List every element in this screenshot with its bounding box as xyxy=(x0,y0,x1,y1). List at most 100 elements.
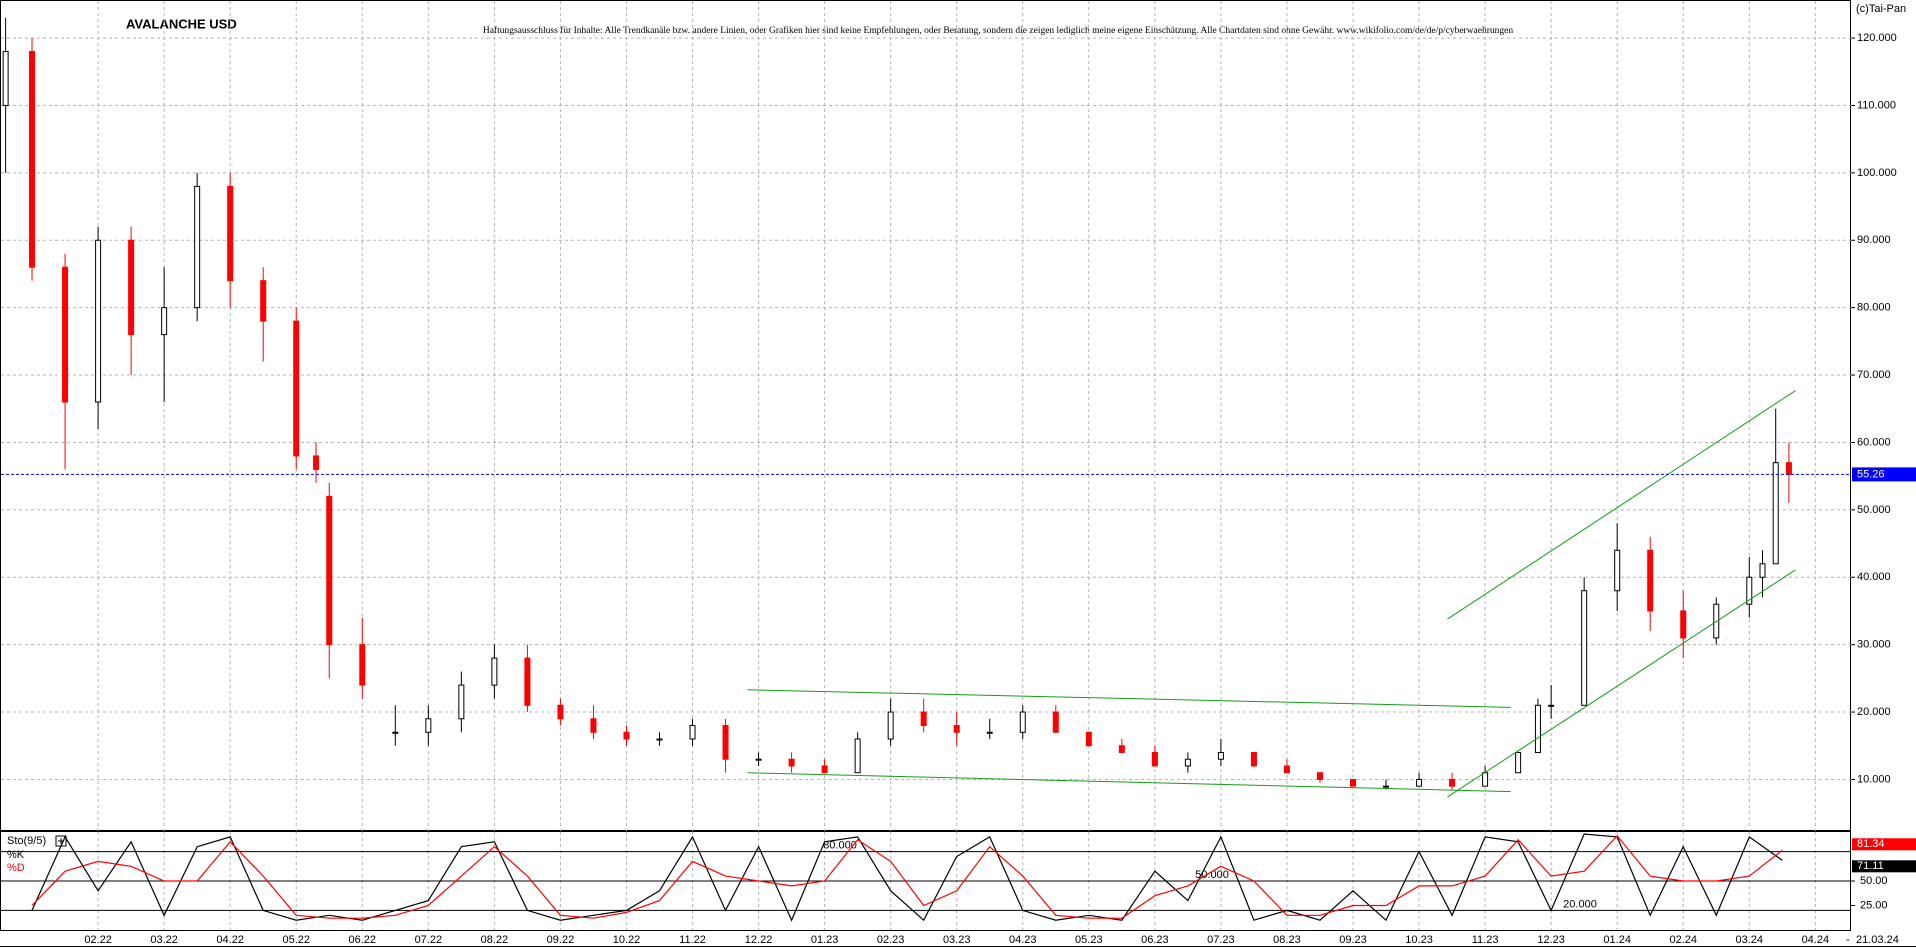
x-tick-label: 09.23 xyxy=(1339,934,1367,946)
last-value-label: 81.34 xyxy=(1857,838,1885,850)
candle-body xyxy=(1316,772,1323,780)
candle-body xyxy=(1772,462,1779,565)
y-tick-label: 20.000 xyxy=(1857,706,1891,718)
date-stamp: 21.03.24 xyxy=(1856,934,1899,946)
x-tick-label: 03.23 xyxy=(943,934,971,946)
candle-body xyxy=(491,657,498,686)
trendline xyxy=(747,772,1511,793)
y-tick-label: 120.000 xyxy=(1857,32,1897,44)
candle-body xyxy=(722,725,729,760)
source: (c)Tai-Pan xyxy=(1856,3,1906,15)
x-tick-label: 04.23 xyxy=(1009,934,1037,946)
candle-body xyxy=(1482,772,1489,787)
x-tick-label: 02.22 xyxy=(84,934,112,946)
main-panel xyxy=(0,0,1851,831)
x-tick-label: 11.23 xyxy=(1472,934,1499,946)
y-tick-label: 10.000 xyxy=(1857,773,1891,785)
candle-body xyxy=(1349,778,1356,787)
candle-body xyxy=(326,495,333,646)
candle-body xyxy=(1548,704,1555,707)
y-tick-label: 110.000 xyxy=(1857,99,1896,111)
candle-body xyxy=(854,738,861,774)
candle-body xyxy=(986,731,993,734)
y-tick-label: 30.000 xyxy=(1857,639,1891,651)
candle-body xyxy=(1416,778,1423,787)
candle-body xyxy=(227,185,234,282)
x-tick-label: 08.23 xyxy=(1273,934,1301,946)
x-tick-label: 12.22 xyxy=(745,934,773,946)
x-tick-label: 04.22 xyxy=(216,934,244,946)
x-tick-label: 05.23 xyxy=(1075,934,1103,946)
x-tick-label: 05.22 xyxy=(282,934,310,946)
level-label: 80.000 xyxy=(823,840,857,852)
y-tick-label: 50.00 xyxy=(1860,875,1888,887)
x-tick-label: 02.23 xyxy=(877,934,905,946)
candle-body xyxy=(1515,751,1522,774)
candle-body xyxy=(313,455,320,470)
x-tick-label: 12.23 xyxy=(1537,934,1565,946)
candle-body xyxy=(1283,765,1290,774)
candle-body xyxy=(1581,590,1588,706)
candle-body xyxy=(689,725,696,740)
x-tick-label: 03.24 xyxy=(1736,934,1764,946)
indicator-title: Sto(9/5) xyxy=(7,835,46,847)
candle-body xyxy=(1250,751,1257,767)
candle-body xyxy=(1746,576,1753,605)
x-tick-label: 06.23 xyxy=(1141,934,1169,946)
candle-body xyxy=(590,718,597,733)
x-tick-label: 06.22 xyxy=(349,934,377,946)
last-value-label: 71.11 xyxy=(1857,860,1884,872)
trendline xyxy=(1447,569,1796,798)
y-tick-label: 50.000 xyxy=(1857,504,1891,516)
candle-body xyxy=(359,644,366,686)
candle-body xyxy=(557,704,564,720)
x-tick-label: 08.22 xyxy=(481,934,509,946)
x-tick-label: 10.23 xyxy=(1405,934,1433,946)
candle-body xyxy=(128,239,135,336)
x-tick-label: 11.22 xyxy=(679,934,706,946)
candle-body xyxy=(1383,785,1390,788)
candle-body xyxy=(458,684,465,720)
y-tick-label: 70.000 xyxy=(1857,369,1891,381)
y-tick-label: 25.00 xyxy=(1860,899,1888,911)
candle-body xyxy=(623,731,630,740)
candle-body xyxy=(1085,731,1092,747)
candle-body xyxy=(1785,462,1792,475)
candle-body xyxy=(260,280,267,322)
legend-entry: %D xyxy=(7,862,25,874)
x-tick-label: 01.23 xyxy=(811,934,839,946)
indicator-line xyxy=(31,833,1783,922)
candle-body xyxy=(1217,751,1224,760)
y-tick-label: 90.000 xyxy=(1857,234,1891,246)
x-tick-label: 07.23 xyxy=(1207,934,1235,946)
x-tick-label: 03.22 xyxy=(150,934,178,946)
candle-body xyxy=(1184,758,1191,767)
last-value-box xyxy=(1852,860,1916,873)
candle-body xyxy=(1449,778,1456,787)
candle-body xyxy=(29,51,36,268)
candle-body xyxy=(1019,711,1026,733)
candle-body xyxy=(1647,549,1654,612)
trendline xyxy=(1447,390,1796,620)
y-tick-label: 60.000 xyxy=(1857,436,1891,448)
candle-body xyxy=(953,725,960,733)
y-tick-label: 40.000 xyxy=(1857,571,1891,583)
candle-body xyxy=(821,765,828,774)
candle-body xyxy=(1118,745,1125,753)
candle-body xyxy=(95,239,102,403)
x-tick-label: 01.24 xyxy=(1603,934,1631,946)
price-label: 55.26 xyxy=(1857,468,1885,480)
candle-body xyxy=(1680,610,1687,639)
candle-body xyxy=(62,266,69,403)
candle-body xyxy=(2,51,9,106)
indicator-line xyxy=(31,834,1783,919)
level-label: 50.000 xyxy=(1195,869,1229,881)
candle-body xyxy=(1052,711,1059,733)
candle-body xyxy=(1151,751,1158,767)
level-label: 20.000 xyxy=(1563,898,1597,910)
disclaimer: Haftungsausschluss für Inhalte: Alle Tre… xyxy=(483,25,1514,36)
candle-body xyxy=(524,657,531,706)
last-value-box xyxy=(1852,838,1916,851)
x-tick-label: 10.22 xyxy=(613,934,641,946)
